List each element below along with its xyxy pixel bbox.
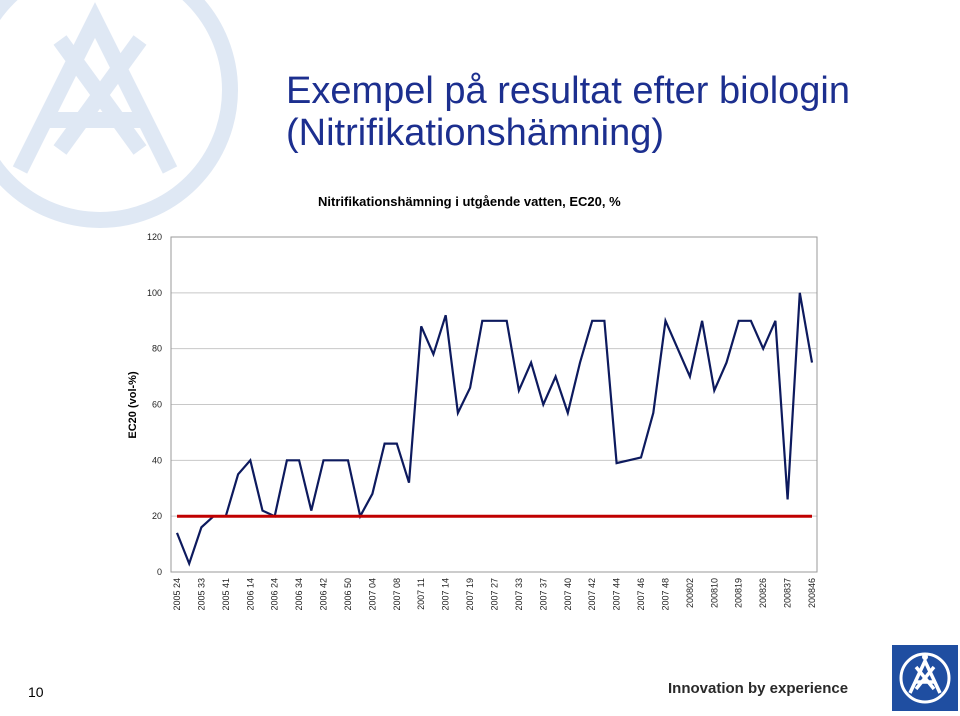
chart-title: Nitrifikationshämning i utgående vatten,… bbox=[318, 194, 621, 209]
x-tick-label: 2006 14 bbox=[245, 578, 255, 611]
y-tick-label: 0 bbox=[157, 567, 162, 577]
x-tick-label: 200819 bbox=[734, 578, 744, 608]
watermark-logo-icon bbox=[0, 0, 238, 228]
y-tick-label: 120 bbox=[147, 232, 162, 242]
y-tick-labels: 0 20 40 60 80 100 120 bbox=[147, 232, 162, 577]
x-tick-label: 200826 bbox=[758, 578, 768, 608]
slide-title-line-1: Exempel på resultat efter biologin bbox=[286, 70, 850, 112]
x-tick-label: 2005 33 bbox=[196, 578, 206, 611]
x-tick-label: 2007 04 bbox=[367, 578, 377, 611]
y-tick-label: 40 bbox=[152, 455, 162, 465]
series-line-ec20 bbox=[175, 292, 814, 567]
page-number: 10 bbox=[28, 684, 44, 700]
x-tick-label: 2007 11 bbox=[416, 578, 426, 610]
y-tick-label: 80 bbox=[152, 344, 162, 354]
chart-series bbox=[175, 292, 814, 567]
x-tick-label: 200802 bbox=[685, 578, 695, 608]
x-tick-label: 2005 41 bbox=[221, 578, 231, 611]
x-tick-label: 2006 34 bbox=[294, 578, 304, 611]
x-tick-label: 2007 33 bbox=[514, 578, 524, 611]
x-tick-label: 2007 44 bbox=[612, 578, 622, 611]
x-tick-label: 200846 bbox=[807, 578, 817, 608]
y-tick-label: 60 bbox=[152, 400, 162, 410]
y-tick-label: 20 bbox=[152, 511, 162, 521]
x-tick-labels: 2005 24 2005 33 2005 41 2006 14 2006 24 2006 … bbox=[172, 578, 817, 611]
x-tick-label: 2007 46 bbox=[636, 578, 646, 611]
x-tick-label: 2007 37 bbox=[538, 578, 548, 611]
x-tick-label: 2006 50 bbox=[343, 578, 353, 611]
x-tick-label: 2007 40 bbox=[563, 578, 573, 611]
x-tick-label: 200837 bbox=[783, 578, 793, 608]
slide-title-line-2: (Nitrifikationshämning) bbox=[286, 112, 665, 154]
x-tick-label: 2007 42 bbox=[587, 578, 597, 611]
company-logo-icon bbox=[892, 645, 958, 711]
y-tick-label: 100 bbox=[147, 288, 162, 298]
x-tick-label: 2007 08 bbox=[392, 578, 402, 611]
x-tick-label: 2006 42 bbox=[319, 578, 329, 611]
chart-gridlines bbox=[171, 292, 817, 517]
x-tick-label: 2007 27 bbox=[490, 578, 500, 611]
x-tick-label: 2007 19 bbox=[465, 578, 475, 611]
x-tick-label: 2006 24 bbox=[270, 578, 280, 611]
x-tick-label: 2007 48 bbox=[660, 578, 670, 611]
slide-title: Exempel på resultat efter biologin (Nitr… bbox=[286, 70, 850, 154]
x-tick-label: 2007 14 bbox=[441, 578, 451, 611]
tagline: Innovation by experience bbox=[668, 680, 849, 697]
x-tick-label: 200810 bbox=[709, 578, 719, 608]
y-axis-label: EC20 (vol-%) bbox=[127, 371, 139, 439]
plot-area-border bbox=[170, 236, 818, 573]
x-tick-label: 2005 24 bbox=[172, 578, 182, 611]
